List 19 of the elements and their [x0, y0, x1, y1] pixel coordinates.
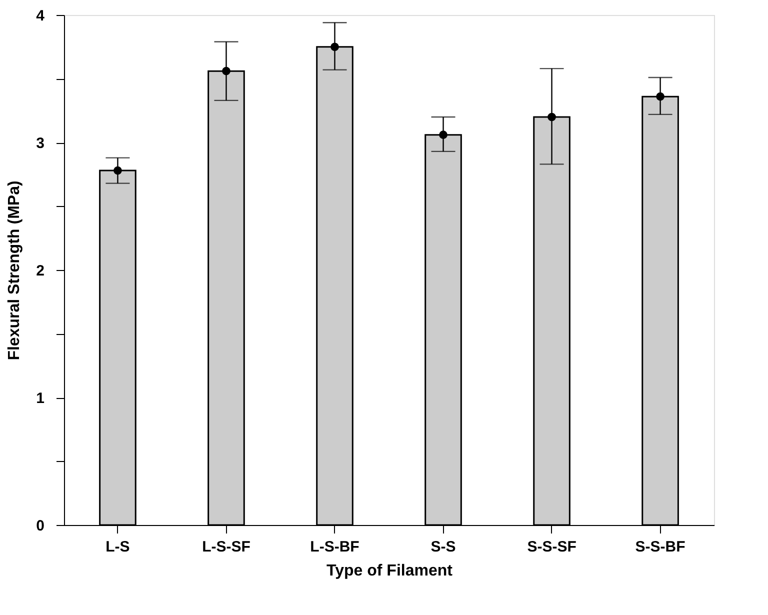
y-tick-label: 0 — [36, 518, 44, 534]
x-axis-title: Type of Filament — [326, 562, 454, 580]
point — [548, 112, 556, 122]
y-tick-label: 2 — [36, 262, 44, 280]
y-tick-label: 4 — [36, 8, 46, 24]
point — [222, 66, 230, 76]
y-axis-title: Flexural Strength (MPa) — [6, 180, 24, 360]
y-tick-label: 3 — [36, 135, 44, 152]
point — [114, 166, 122, 175]
x-tick-label: L-S-BF — [310, 538, 360, 556]
x-tick-label: S-S — [430, 538, 456, 556]
point — [330, 42, 339, 52]
point — [656, 92, 664, 101]
x-tick-label: L-S — [106, 538, 130, 556]
y-tick-label: 1 — [36, 390, 44, 407]
point — [439, 130, 448, 140]
x-tick-label: L-S-SF — [202, 538, 250, 556]
x-tick-label: S-S-SF — [527, 538, 576, 556]
x-tick-label: S-S-BF — [635, 538, 686, 556]
